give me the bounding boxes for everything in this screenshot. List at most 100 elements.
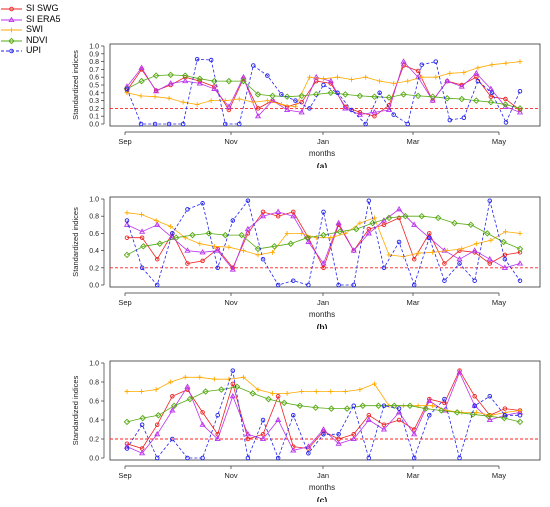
data-point [270,391,275,396]
data-point [487,394,493,399]
data-point [473,410,479,415]
series-si-era5 [123,206,524,272]
data-point [502,101,509,108]
series-line [127,376,521,416]
y-tick-label: 0.7 [89,67,99,74]
data-point [166,95,172,101]
data-point [415,250,421,256]
data-point [275,282,281,288]
data-point [488,94,494,99]
y-tick-label: 0.1 [89,114,99,121]
data-point [251,63,256,68]
data-point [429,93,436,100]
y-tick-label: 0.8 [89,59,99,66]
data-point [211,85,218,91]
data-point [517,278,523,283]
legend-marker [8,37,15,44]
data-point [196,75,204,82]
data-point [357,387,363,392]
data-point [386,252,392,258]
data-point [156,240,163,247]
data-point [124,235,130,240]
data-point [296,402,304,409]
data-point [313,389,319,394]
data-point [139,265,145,271]
data-point [260,256,266,262]
data-point [222,121,228,127]
series-line [127,211,521,269]
data-point [327,77,334,84]
data-point [414,92,422,100]
data-point [442,278,447,283]
data-point [152,72,160,79]
data-point [138,93,144,99]
series-ndvi [123,71,524,112]
data-point [124,441,130,446]
data-point [503,96,508,102]
series-line [126,386,521,423]
data-point [139,235,145,240]
data-point [139,422,145,427]
data-point [139,228,146,234]
data-point [516,260,524,266]
data-point [429,97,436,103]
series-ndvi [123,383,524,426]
data-point [419,74,425,80]
data-point [287,240,294,247]
data-point [278,102,284,107]
data-point [503,60,509,66]
data-point [303,234,311,241]
data-point [485,412,492,420]
data-point [152,94,158,100]
data-point [307,106,312,111]
series-swi [124,59,523,110]
x-tick-label: May [492,471,506,480]
data-point [245,455,251,461]
data-point [487,98,495,106]
data-point [502,252,508,258]
panel-label: (b) [317,322,328,329]
data-point [371,93,378,100]
legend-item: UPI [0,45,80,57]
data-point [313,73,320,80]
y-tick-label: 0.4 [89,248,99,255]
data-point [327,89,335,97]
data-point [488,237,494,243]
data-point [447,117,453,123]
data-point [265,395,272,403]
data-point [372,381,377,387]
series-si-era5 [123,58,524,119]
data-point [230,368,236,373]
data-point [433,74,439,80]
data-point [138,121,144,127]
data-point [185,207,190,212]
data-point [336,431,341,437]
data-point [167,71,174,79]
data-point [443,95,451,102]
data-point [189,231,196,239]
data-point [299,99,304,105]
data-point [328,235,334,241]
legend-label: UPI [26,45,42,55]
data-point [214,435,221,442]
data-point [473,97,480,104]
data-point [372,113,377,119]
x-tick-label: Mar [407,137,420,146]
legend: SI SWG SI ERA5 SWI NDVI UPI [0,0,80,56]
data-point [153,87,160,94]
data-point [200,201,205,206]
y-axis-title: Standardized indices [71,50,80,120]
data-point [271,243,278,250]
data-point [265,73,270,78]
data-point [336,282,341,288]
data-point [124,446,130,451]
data-point [444,77,451,84]
data-point [365,416,372,423]
data-point [406,402,414,409]
data-point [442,261,447,266]
data-point [306,282,311,288]
data-point [328,405,335,412]
data-point [290,212,297,219]
data-point [254,112,262,119]
data-point [411,221,418,227]
